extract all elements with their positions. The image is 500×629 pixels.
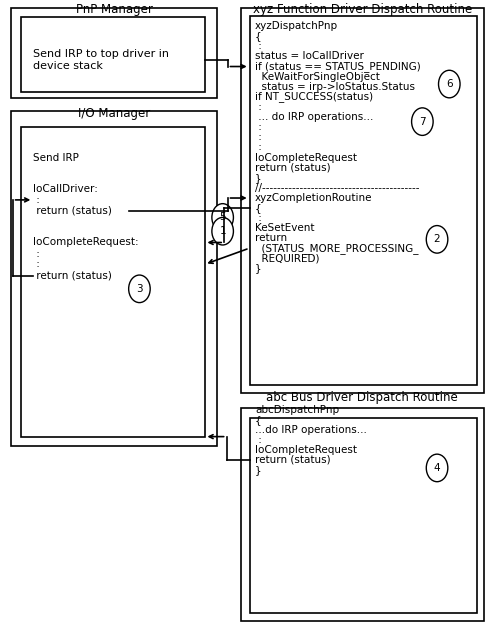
Text: 5: 5 xyxy=(220,213,226,223)
Text: //------------------------------------------: //--------------------------------------… xyxy=(255,183,420,193)
Text: :: : xyxy=(255,435,262,445)
Text: {: { xyxy=(255,415,262,425)
Text: return (status): return (status) xyxy=(33,270,112,281)
Text: KeWaitForSingleObject: KeWaitForSingleObject xyxy=(255,72,380,82)
Circle shape xyxy=(128,275,150,303)
Text: :: : xyxy=(255,142,262,152)
Text: IoCompleteRequest: IoCompleteRequest xyxy=(255,153,357,163)
Circle shape xyxy=(412,108,433,135)
Bar xyxy=(21,126,204,437)
Circle shape xyxy=(438,70,460,98)
Text: 7: 7 xyxy=(419,116,426,126)
Text: Send IRP to top driver in
device stack: Send IRP to top driver in device stack xyxy=(33,50,169,71)
Circle shape xyxy=(426,226,448,253)
Text: (STATUS_MORE_PROCESSING_: (STATUS_MORE_PROCESSING_ xyxy=(255,243,418,253)
Text: if (status == STATUS_PENDING): if (status == STATUS_PENDING) xyxy=(255,61,420,72)
Text: xyz Function Driver Dispatch Routine: xyz Function Driver Dispatch Routine xyxy=(252,3,472,16)
Text: return (status): return (status) xyxy=(255,455,330,465)
Text: IoCompleteRequest:: IoCompleteRequest: xyxy=(33,238,139,247)
Bar xyxy=(250,16,477,385)
Text: :: : xyxy=(33,195,40,205)
Text: return (status): return (status) xyxy=(255,163,330,173)
Bar xyxy=(250,418,477,613)
Text: {: { xyxy=(255,203,262,213)
Text: :: : xyxy=(33,259,40,269)
Text: ...do IRP operations...: ...do IRP operations... xyxy=(255,425,367,435)
Text: IoCallDriver:: IoCallDriver: xyxy=(33,184,98,194)
Bar xyxy=(11,111,217,446)
Text: KeSetEvent: KeSetEvent xyxy=(255,223,314,233)
Bar xyxy=(11,8,217,99)
Text: PnP Manager: PnP Manager xyxy=(76,3,152,16)
Bar xyxy=(241,8,484,392)
Text: status = IoCallDriver: status = IoCallDriver xyxy=(255,52,364,62)
Text: status = irp->IoStatus.Status: status = irp->IoStatus.Status xyxy=(255,82,415,92)
Text: {: { xyxy=(255,31,262,42)
Text: REQUIRED): REQUIRED) xyxy=(255,253,320,263)
Text: abcDispatchPnp: abcDispatchPnp xyxy=(255,404,339,415)
Bar xyxy=(21,17,204,92)
Text: ... do IRP operations...: ... do IRP operations... xyxy=(255,111,374,121)
Text: if NT_SUCCESS(status): if NT_SUCCESS(status) xyxy=(255,91,373,102)
Text: xyzDispatchPnp: xyzDispatchPnp xyxy=(255,21,338,31)
Text: return (status): return (status) xyxy=(33,206,112,216)
Text: :: : xyxy=(255,42,262,52)
Text: :: : xyxy=(33,248,40,259)
Bar xyxy=(241,408,484,621)
Circle shape xyxy=(212,218,234,245)
Circle shape xyxy=(212,204,234,231)
Text: return: return xyxy=(255,233,287,243)
Text: 4: 4 xyxy=(434,463,440,473)
Text: 1: 1 xyxy=(220,226,226,237)
Text: 2: 2 xyxy=(434,235,440,244)
Text: }: } xyxy=(255,465,262,475)
Text: abc Bus Driver Dispatch Routine: abc Bus Driver Dispatch Routine xyxy=(266,391,458,404)
Text: :: : xyxy=(255,213,262,223)
Text: Send IRP: Send IRP xyxy=(33,153,79,163)
Text: 6: 6 xyxy=(446,79,452,89)
Text: :: : xyxy=(255,131,262,142)
Text: }: } xyxy=(255,263,262,273)
Text: 3: 3 xyxy=(136,284,142,294)
Circle shape xyxy=(426,454,448,482)
Text: IoCompleteRequest: IoCompleteRequest xyxy=(255,445,357,455)
Text: xyzCompletionRoutine: xyzCompletionRoutine xyxy=(255,193,372,203)
Text: :: : xyxy=(255,121,262,131)
Text: }: } xyxy=(255,173,262,183)
Text: :: : xyxy=(255,102,262,111)
Text: I/O Manager: I/O Manager xyxy=(78,106,150,120)
